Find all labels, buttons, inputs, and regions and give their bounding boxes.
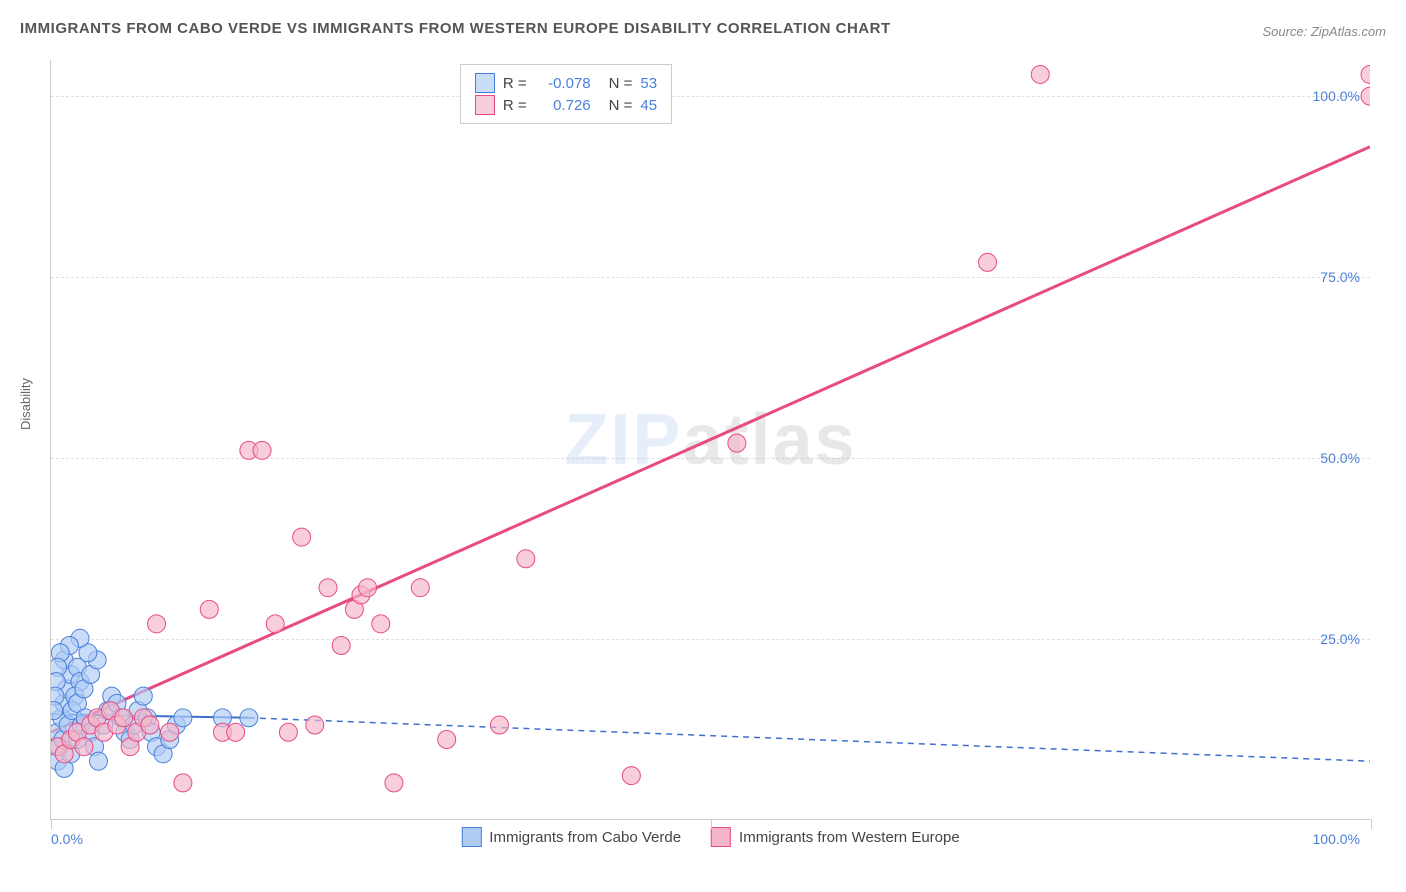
source-credit: Source: ZipAtlas.com: [1262, 24, 1386, 39]
series-legend: Immigrants from Cabo Verde Immigrants fro…: [461, 827, 959, 847]
correlation-legend: R = -0.078 N = 53 R = 0.726 N = 45: [460, 64, 672, 124]
x-tick-label: 100.0%: [1313, 831, 1360, 847]
y-axis-label: Disability: [18, 378, 33, 430]
x-tick: [1371, 819, 1372, 829]
legend-item: Immigrants from Western Europe: [711, 827, 960, 847]
x-tick: [711, 819, 712, 829]
r-value: 0.726: [535, 97, 591, 114]
legend-swatch: [461, 827, 481, 847]
legend-label: Immigrants from Western Europe: [739, 829, 960, 846]
n-label: N =: [609, 97, 633, 114]
legend-swatch: [475, 95, 495, 115]
chart-title: IMMIGRANTS FROM CABO VERDE VS IMMIGRANTS…: [20, 20, 891, 37]
legend-swatch: [475, 73, 495, 93]
x-tick-label: 0.0%: [51, 831, 83, 847]
n-value: 53: [640, 75, 657, 92]
chart-plot-area: ZIPatlas R =-0.078N =53R =0.726N =45 Imm…: [50, 60, 1370, 820]
n-label: N =: [609, 75, 633, 92]
r-value: -0.078: [535, 75, 591, 92]
legend-swatch: [711, 827, 731, 847]
legend-item: Immigrants from Cabo Verde: [461, 827, 681, 847]
r-label: R =: [503, 75, 527, 92]
r-label: R =: [503, 97, 527, 114]
n-value: 45: [640, 97, 657, 114]
legend-row: R = 0.726 N = 45: [475, 95, 657, 115]
legend-row: R = -0.078 N = 53: [475, 73, 657, 93]
x-tick: [51, 819, 52, 829]
legend-label: Immigrants from Cabo Verde: [489, 829, 681, 846]
scatter-svg: [51, 60, 1370, 819]
